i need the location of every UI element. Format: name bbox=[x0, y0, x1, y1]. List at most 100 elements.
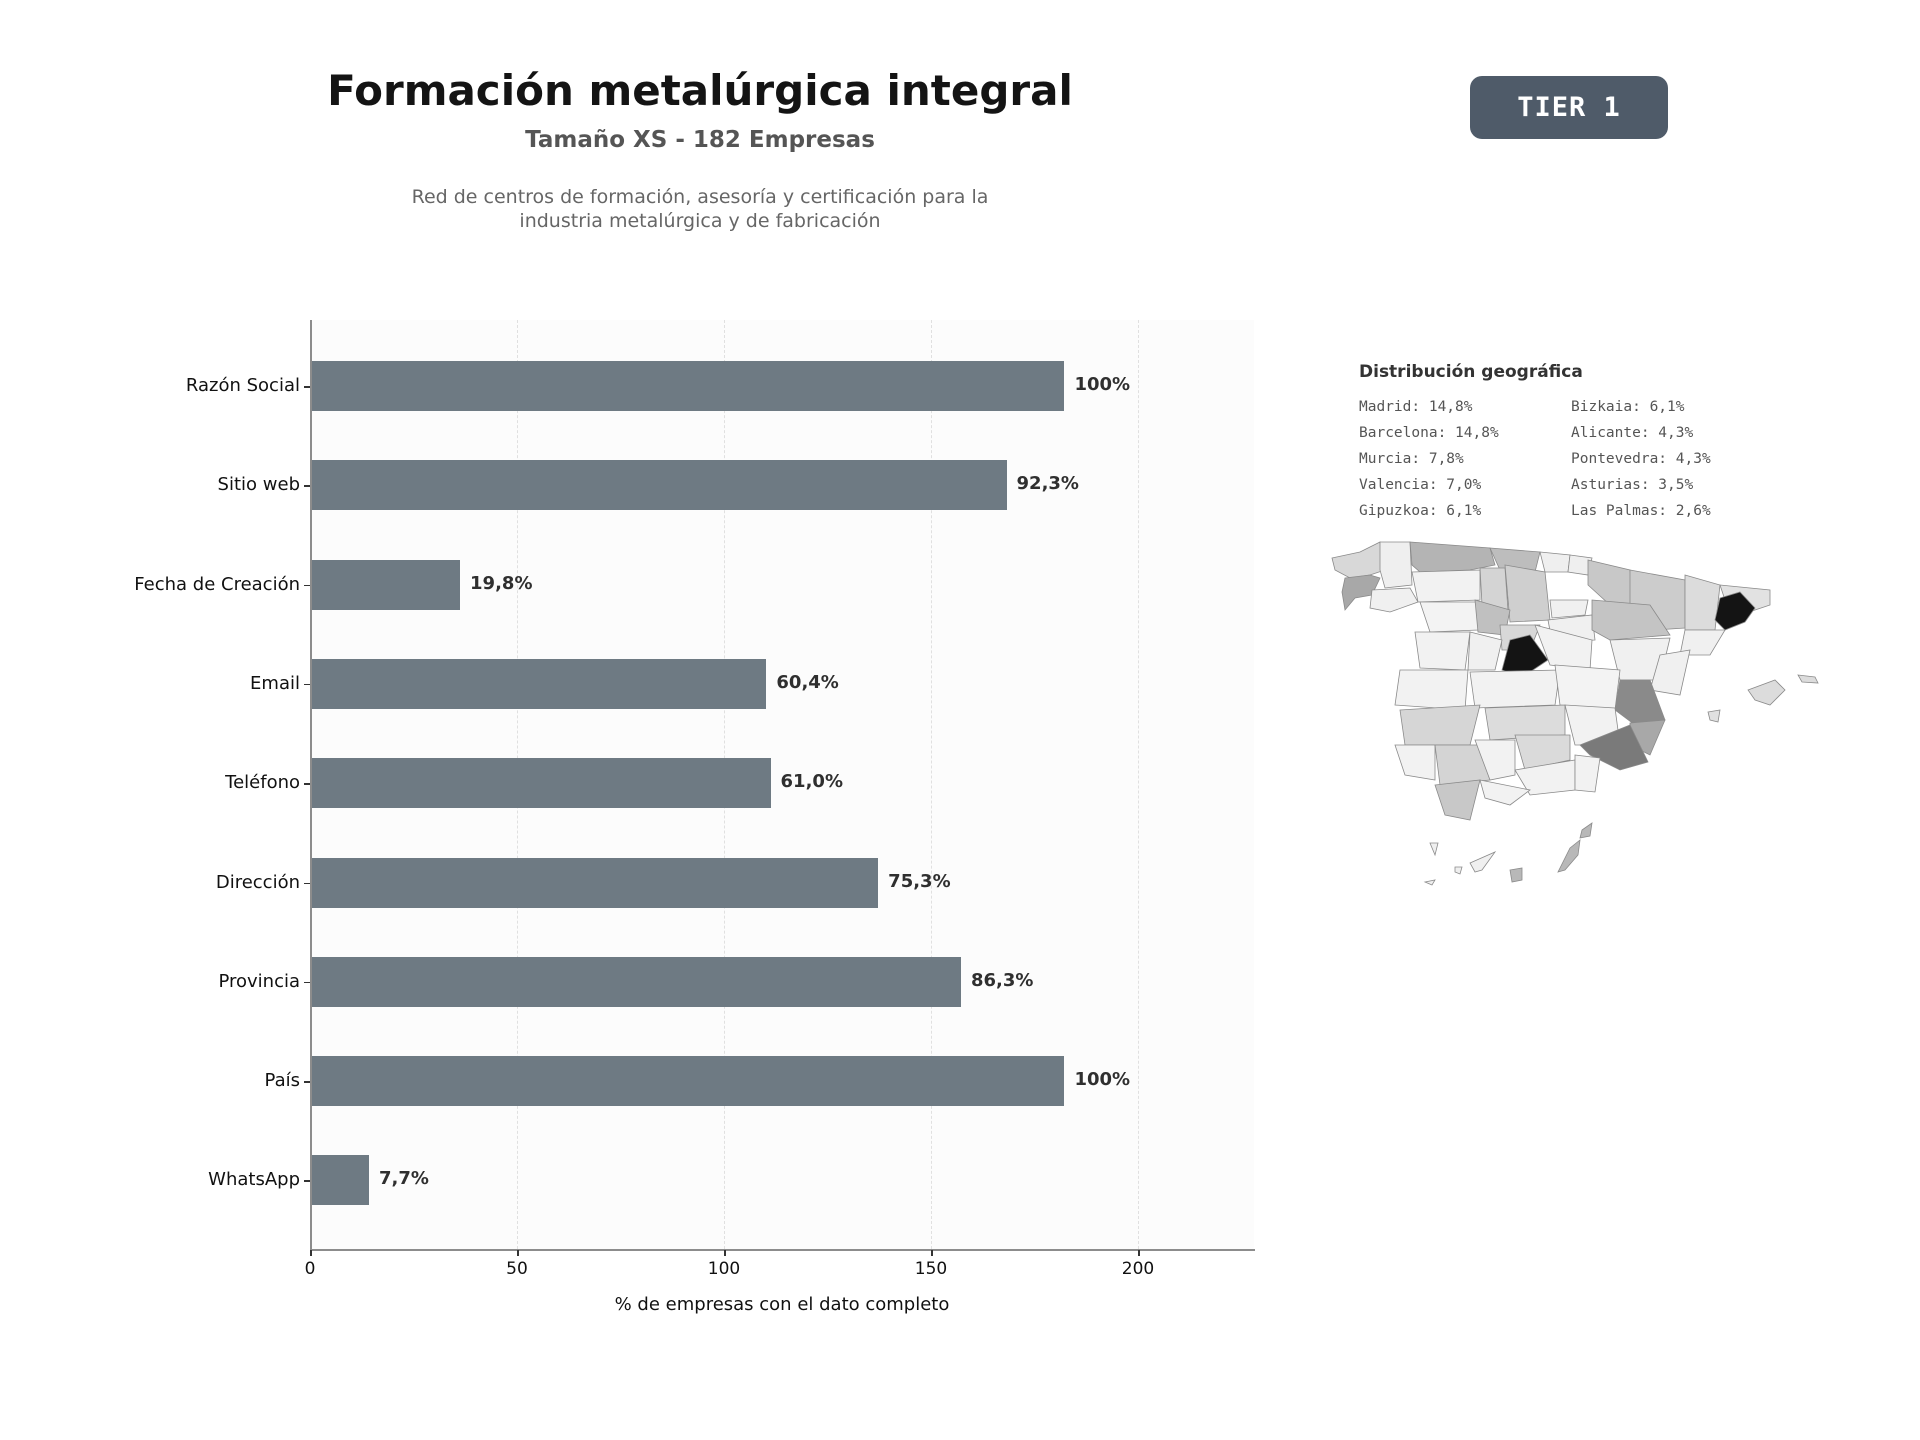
y-axis-tick bbox=[304, 1081, 310, 1083]
geo-legend-item: Barcelona: 14,8% bbox=[1359, 425, 1499, 441]
x-axis-title: % de empresas con el dato completo bbox=[614, 1294, 950, 1315]
bar-value-label: 7,7% bbox=[378, 1168, 429, 1190]
map-region-hierro bbox=[1423, 879, 1436, 886]
bar bbox=[311, 361, 1065, 411]
spain-map bbox=[1331, 541, 1819, 886]
geo-legend-item: Gipuzkoa: 6,1% bbox=[1359, 503, 1482, 519]
map-region-cuenca bbox=[1554, 664, 1621, 711]
geo-legend-item: Las Palmas: 2,6% bbox=[1571, 503, 1711, 519]
map-region-castellon bbox=[1649, 649, 1691, 696]
map-region-asturias bbox=[1409, 541, 1496, 573]
y-axis-label: Provincia bbox=[218, 970, 300, 992]
geo-legend-item: Valencia: 7,0% bbox=[1359, 477, 1482, 493]
report-subtitle: Tamaño XS - 182 Empresas bbox=[525, 127, 875, 153]
tier-badge: TIER 1 bbox=[1470, 76, 1668, 139]
map-region-bizkaia bbox=[1539, 551, 1571, 573]
description-line-1: Red de centros de formación, asesoría y … bbox=[411, 186, 989, 208]
map-region-murcia bbox=[1579, 724, 1649, 771]
x-axis-tick bbox=[1138, 1250, 1140, 1256]
map-region-zaragoza bbox=[1591, 599, 1671, 641]
bar-value-label: 19,8% bbox=[470, 572, 533, 594]
bar-value-label: 100% bbox=[1074, 374, 1131, 395]
map-region-tarragona bbox=[1679, 629, 1726, 656]
y-axis-tick bbox=[304, 386, 310, 388]
y-axis-label: Sitio web bbox=[217, 474, 300, 496]
y-axis-label: Dirección bbox=[215, 871, 300, 893]
map-region-cadiz bbox=[1434, 779, 1481, 821]
map-region-leon bbox=[1411, 569, 1481, 603]
geo-legend-item: Bizkaia: 6,1% bbox=[1571, 399, 1685, 415]
map-region-salamanca bbox=[1414, 631, 1471, 671]
y-axis-tick bbox=[304, 783, 310, 785]
bar bbox=[311, 758, 771, 809]
map-region-badajoz bbox=[1399, 704, 1481, 746]
y-axis-tick bbox=[304, 981, 310, 984]
map-region-mallorca bbox=[1747, 679, 1786, 706]
bar-value-label: 92,3% bbox=[1016, 473, 1079, 495]
x-axis-tick bbox=[310, 1250, 312, 1256]
x-axis-tick bbox=[517, 1250, 519, 1256]
bar bbox=[311, 559, 461, 610]
bar bbox=[311, 857, 879, 908]
map-region-lanzarote bbox=[1579, 822, 1593, 839]
y-axis-tick bbox=[304, 1180, 310, 1182]
y-axis-label: WhatsApp bbox=[208, 1169, 300, 1191]
map-region-la-rioja bbox=[1549, 599, 1589, 619]
x-axis-line bbox=[310, 1249, 1255, 1251]
y-axis-tick bbox=[304, 683, 310, 686]
geo-title: Distribución geográfica bbox=[1359, 362, 1583, 382]
geo-legend-item: Pontevedra: 4,3% bbox=[1571, 451, 1711, 467]
map-region-tenerife bbox=[1469, 851, 1497, 873]
bar-value-label: 60,4% bbox=[776, 671, 839, 693]
map-region-zamora bbox=[1419, 601, 1481, 633]
geo-legend-item: Asturias: 3,5% bbox=[1571, 477, 1694, 493]
map-region-barcelona bbox=[1714, 591, 1756, 631]
y-axis-tick bbox=[304, 584, 310, 587]
bar-value-label: 100% bbox=[1074, 1069, 1131, 1091]
map-region-malaga bbox=[1479, 779, 1531, 806]
y-axis-tick bbox=[304, 485, 310, 487]
y-axis-tick bbox=[304, 882, 310, 884]
map-region-jaen bbox=[1514, 734, 1571, 771]
map-region-fuerteventura bbox=[1557, 839, 1581, 873]
map-region-avila bbox=[1467, 631, 1503, 671]
map-region-gomera bbox=[1454, 866, 1463, 875]
x-axis-tick-label: 100 bbox=[707, 1259, 741, 1279]
map-region-huelva bbox=[1394, 744, 1436, 781]
map-region-lugo bbox=[1379, 541, 1413, 589]
map-region-cordoba bbox=[1474, 739, 1516, 781]
bar bbox=[311, 1056, 1065, 1107]
map-region-pontevedra bbox=[1341, 574, 1381, 611]
x-axis-tick-label: 200 bbox=[1121, 1259, 1155, 1279]
report-description: Red de centros de formación, asesoría y … bbox=[0, 185, 1400, 233]
gridline-150 bbox=[931, 320, 932, 1249]
x-axis-tick bbox=[724, 1250, 726, 1256]
map-region-toledo bbox=[1469, 669, 1561, 709]
map-region-ourense bbox=[1369, 587, 1419, 613]
gridline-200 bbox=[1138, 320, 1139, 1249]
y-axis-label: Fecha de Creación bbox=[134, 573, 300, 595]
x-axis-tick bbox=[931, 1250, 933, 1256]
bar bbox=[311, 460, 1007, 511]
geo-legend-item: Alicante: 4,3% bbox=[1571, 425, 1694, 441]
map-region-burgos bbox=[1504, 564, 1551, 623]
bar-value-label: 75,3% bbox=[888, 870, 951, 892]
y-axis-label: Email bbox=[250, 672, 300, 694]
map-region-lleida bbox=[1684, 574, 1721, 631]
map-region-ibiza bbox=[1707, 709, 1721, 723]
geo-legend-item: Murcia: 7,8% bbox=[1359, 451, 1464, 467]
geo-legend-item: Madrid: 14,8% bbox=[1359, 399, 1473, 415]
y-axis-line bbox=[310, 320, 312, 1250]
description-line-2: industria metalúrgica y de fabricación bbox=[519, 210, 881, 232]
map-region-la-palma bbox=[1429, 842, 1439, 857]
y-axis-label: Teléfono bbox=[225, 772, 300, 794]
x-axis-tick-label: 50 bbox=[506, 1259, 528, 1279]
x-axis-tick-label: 0 bbox=[304, 1259, 316, 1279]
y-axis-label: Razón Social bbox=[185, 375, 300, 396]
map-region-caceres bbox=[1394, 669, 1469, 711]
bar-value-label: 61,0% bbox=[780, 771, 843, 793]
map-region-menorca bbox=[1797, 674, 1819, 684]
x-axis-tick-label: 150 bbox=[914, 1259, 948, 1279]
bar bbox=[311, 658, 767, 709]
map-region-gran-canaria bbox=[1509, 867, 1523, 883]
